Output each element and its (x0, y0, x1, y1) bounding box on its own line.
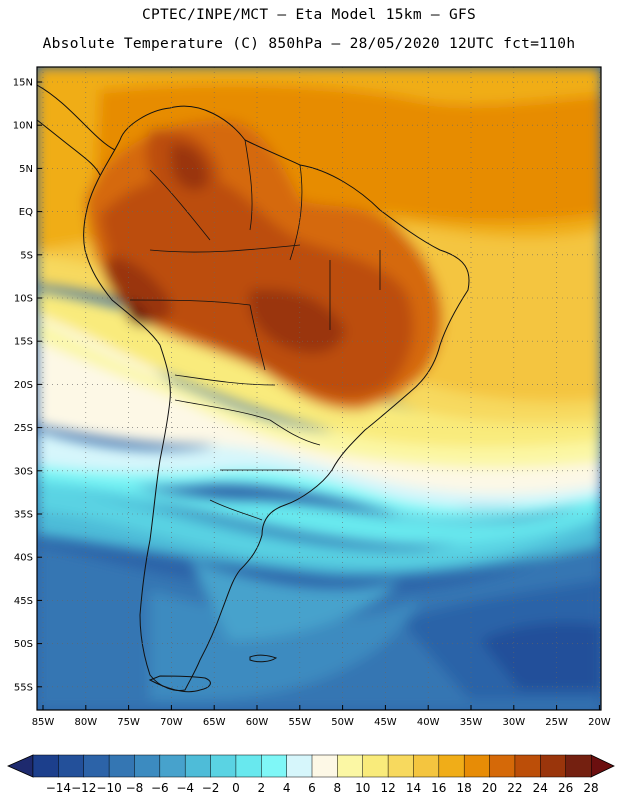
colorbar-swatch (565, 754, 592, 778)
longitude-label: 40W (417, 717, 440, 728)
colorbar-label: 8 (334, 781, 342, 795)
longitude-label: 75W (117, 717, 140, 728)
longitude-label: 20W (588, 717, 611, 728)
colorbar-label: 28 (583, 781, 598, 795)
longitude-label: 65W (203, 717, 226, 728)
colorbar: −14 −12 −10 −8 −6 −4 −2 0 2 4 6 8 10 12 14 16 18 20 22 24 26… (7, 754, 615, 795)
colorbar-swatch (337, 754, 364, 778)
longitude-label: 60W (246, 717, 269, 728)
colorbar-swatch (134, 754, 161, 778)
colorbar-label: 4 (283, 781, 291, 795)
colorbar-label: 12 (380, 781, 395, 795)
central-america-coastline (37, 84, 116, 176)
colorbar-label: −10 (96, 781, 121, 795)
latitude-label: 50S (14, 639, 33, 650)
latitude-label: 45S (14, 596, 33, 607)
longitude-label: 80W (74, 717, 97, 728)
colorbar-label: 18 (457, 781, 472, 795)
latitude-label: EQ (19, 207, 33, 218)
latitude-label: 10S (14, 294, 33, 305)
latitude-label: 10N (13, 121, 33, 132)
latitude-label: 5N (19, 164, 33, 175)
colorbar-label: 16 (431, 781, 446, 795)
colorbar-swatch (58, 754, 85, 778)
latitude-label: 25S (14, 423, 33, 434)
longitude-label: 85W (32, 717, 55, 728)
longitude-axis: 85W 80W 75W 70W 65W 60W 55W 50W 45W 40W 35W 30W 25W 2… (32, 705, 611, 728)
colorbar-label: 22 (507, 781, 522, 795)
country-borders (129, 139, 381, 521)
colorbar-swatch (210, 754, 237, 778)
colorbar-swatch (32, 754, 59, 778)
coastline-layer (37, 84, 470, 693)
latitude-label: 15N (13, 78, 33, 89)
colorbar-swatch (463, 754, 491, 778)
colorbar-swatch (362, 754, 389, 778)
colorbar-swatch (413, 754, 440, 778)
colorbar-label: 20 (482, 781, 497, 795)
colorbar-label: 14 (406, 781, 421, 795)
longitude-label: 55W (288, 717, 311, 728)
latitude-label: 40S (14, 553, 33, 564)
chart-title-line-1: CPTEC/INPE/MCT – Eta Model 15km – GFS (141, 7, 477, 23)
temperature-field (37, 67, 601, 710)
tierra-del-fuego (148, 675, 211, 693)
colorbar-over-arrow (590, 754, 615, 778)
colorbar-label: 10 (355, 781, 370, 795)
map-frame (36, 66, 602, 711)
colorbar-swatch (387, 754, 415, 778)
latitude-axis: 15N 10N 5N EQ 5S 10S 15S 20S 25S 30S 35S 40S 45S 50S 5… (13, 78, 42, 693)
colorbar-label: −14 (46, 781, 71, 795)
colorbar-swatch (184, 754, 212, 778)
lat-lon-grid (37, 67, 601, 710)
colorbar-swatch (108, 754, 136, 778)
latitude-label: 30S (14, 466, 33, 477)
colorbar-label: −8 (126, 781, 144, 795)
latitude-label: 5S (20, 250, 33, 261)
longitude-label: 30W (502, 717, 525, 728)
colorbar-label: 2 (257, 781, 265, 795)
colorbar-label: −2 (202, 781, 220, 795)
colorbar-label: 0 (232, 781, 240, 795)
longitude-label: 25W (545, 717, 568, 728)
colorbar-swatch (489, 754, 516, 778)
latitude-label: 35S (14, 510, 33, 521)
colorbar-swatch (83, 754, 110, 778)
longitude-label: 35W (460, 717, 483, 728)
colorbar-swatch (261, 754, 288, 778)
colorbar-label: 26 (558, 781, 573, 795)
colorbar-swatch (159, 754, 186, 778)
colorbar-label: −6 (151, 781, 169, 795)
falkland-islands (249, 654, 278, 663)
latitude-label: 20S (14, 380, 33, 391)
latitude-label: 15S (14, 337, 33, 348)
colorbar-label: −4 (176, 781, 194, 795)
colorbar-swatch (235, 754, 262, 778)
colorbar-swatch (514, 754, 541, 778)
longitude-label: 70W (160, 717, 183, 728)
colorbar-swatch (540, 754, 567, 778)
chart-title-line-2: Absolute Temperature (C) 850hPa – 28/05/… (42, 36, 576, 52)
colorbar-swatch (438, 754, 465, 778)
longitude-label: 50W (331, 717, 354, 728)
colorbar-swatch (286, 754, 313, 778)
colorbar-label: −12 (71, 781, 96, 795)
colorbar-label: 24 (533, 781, 548, 795)
colorbar-label: 6 (308, 781, 316, 795)
latitude-label: 55S (14, 682, 33, 693)
colorbar-swatch (311, 754, 338, 778)
longitude-label: 45W (374, 717, 397, 728)
colorbar-under-arrow (7, 754, 34, 778)
